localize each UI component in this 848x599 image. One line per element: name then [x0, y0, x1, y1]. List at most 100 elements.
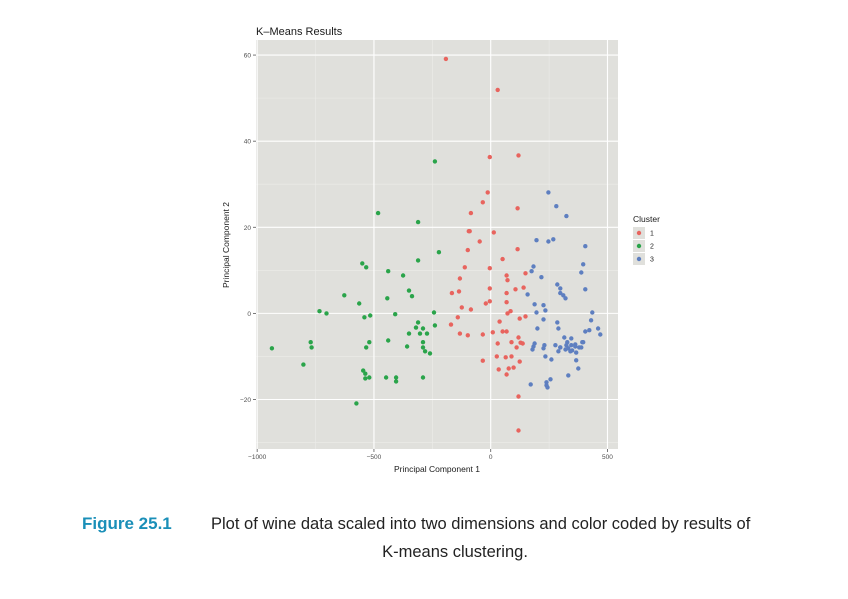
data-point-cluster-3	[568, 349, 573, 354]
data-point-cluster-3	[541, 303, 546, 308]
x-tick-label: 0	[489, 454, 493, 461]
data-point-cluster-1	[515, 247, 520, 252]
data-point-cluster-2	[415, 258, 421, 263]
caption-line-2: K-means clustering.	[382, 543, 528, 561]
data-point-cluster-3	[535, 326, 540, 331]
data-point-cluster-1	[487, 299, 492, 304]
data-point-cluster-1	[494, 354, 499, 359]
data-point-cluster-3	[543, 308, 548, 313]
data-point-cluster-1	[495, 87, 500, 93]
data-point-cluster-3	[555, 282, 560, 287]
data-point-cluster-3	[581, 262, 586, 267]
data-point-cluster-1	[504, 300, 509, 305]
data-point-cluster-2	[406, 331, 412, 336]
data-point-cluster-3	[546, 190, 551, 195]
data-point-cluster-1	[456, 289, 462, 294]
data-point-cluster-1	[505, 278, 510, 283]
data-point-cluster-2	[363, 376, 368, 381]
x-tick-label: −500	[367, 454, 382, 461]
data-point-cluster-1	[517, 359, 522, 364]
y-axis-label: Principal Component 2	[221, 202, 231, 288]
data-point-cluster-2	[367, 340, 372, 345]
data-point-cluster-2	[342, 293, 347, 298]
data-point-cluster-1	[504, 372, 509, 377]
data-point-cluster-2	[406, 288, 412, 293]
x-tick-label: −1000	[248, 454, 267, 461]
data-point-cluster-1	[467, 229, 472, 234]
data-point-cluster-2	[362, 315, 367, 320]
data-point-cluster-1	[505, 311, 510, 316]
data-point-cluster-1	[504, 273, 509, 278]
data-point-cluster-3	[528, 382, 533, 387]
legend-label: 1	[650, 231, 654, 238]
major-gridlines	[256, 40, 618, 449]
data-point-cluster-3	[587, 328, 592, 333]
data-point-cluster-1	[513, 287, 518, 292]
data-point-cluster-1	[511, 365, 516, 370]
legend-items: 1 2 3	[633, 227, 654, 265]
legend-label: 3	[650, 257, 654, 264]
legend: Cluster 1 2 3	[633, 214, 660, 265]
data-point-cluster-3	[569, 343, 574, 348]
legend-dot-icon	[636, 230, 642, 236]
data-point-cluster-2	[383, 375, 389, 380]
data-point-cluster-1	[504, 290, 509, 296]
data-point-cluster-2	[424, 331, 430, 336]
data-point-cluster-3	[588, 318, 594, 323]
data-point-cluster-1	[443, 56, 449, 62]
data-point-cluster-3	[574, 358, 579, 363]
data-point-cluster-1	[523, 271, 528, 276]
data-point-cluster-2	[393, 379, 399, 384]
data-point-cluster-1	[509, 354, 514, 359]
data-point-cluster-2	[309, 345, 314, 350]
data-point-cluster-2	[393, 375, 399, 380]
data-point-cluster-1	[457, 276, 463, 281]
data-point-cluster-1	[516, 394, 521, 399]
data-point-cluster-3	[564, 343, 569, 348]
minor-gridlines	[256, 40, 618, 449]
data-point-cluster-1	[521, 285, 526, 290]
data-point-cluster-3	[541, 317, 546, 322]
data-point-cluster-1	[515, 206, 520, 211]
data-point-cluster-1	[487, 286, 492, 291]
data-point-cluster-1	[520, 341, 525, 346]
data-point-cluster-3	[545, 385, 550, 390]
data-point-cluster-1	[523, 314, 528, 319]
data-point-cluster-1	[495, 341, 500, 346]
data-point-cluster-1	[457, 331, 463, 336]
data-point-cluster-3	[574, 350, 579, 355]
data-point-cluster-3	[558, 345, 563, 350]
data-point-cluster-3	[562, 335, 567, 340]
data-point-cluster-3	[548, 377, 553, 382]
data-point-cluster-1	[480, 358, 485, 363]
y-tick-label: 60	[244, 53, 252, 60]
data-point-cluster-3	[595, 326, 601, 331]
data-point-cluster-2	[301, 362, 306, 367]
data-point-cluster-2	[436, 250, 442, 255]
chart-title: K–Means Results	[256, 26, 343, 38]
data-point-cluster-1	[497, 319, 502, 324]
data-point-cluster-2	[409, 294, 415, 299]
data-point-cluster-3	[583, 329, 588, 334]
kmeans-scatter-chart: K–Means Results −20 0 20 40 60 −1000 −500 0 500…	[221, 26, 660, 474]
data-point-cluster-3	[532, 341, 537, 346]
data-point-cluster-3	[549, 357, 554, 362]
data-point-cluster-3	[563, 347, 568, 352]
data-point-cluster-3	[539, 275, 544, 280]
data-point-cluster-2	[432, 159, 438, 164]
data-point-cluster-3	[583, 244, 588, 249]
data-point-cluster-1	[506, 366, 511, 371]
plot-panel	[256, 40, 618, 449]
data-point-cluster-2	[420, 375, 426, 380]
y-tick-label: 40	[244, 139, 252, 146]
data-point-cluster-3	[576, 366, 581, 371]
caption-line-1: Plot of wine data scaled into two dimens…	[211, 515, 751, 533]
data-point-cluster-1	[487, 154, 492, 160]
data-point-cluster-2	[415, 320, 421, 325]
data-point-cluster-3	[556, 349, 561, 354]
data-point-cluster-2	[431, 310, 437, 315]
data-point-cluster-1	[503, 355, 508, 360]
data-point-cluster-1	[504, 329, 509, 334]
data-point-cluster-2	[393, 312, 398, 317]
data-point-cluster-1	[517, 316, 522, 321]
